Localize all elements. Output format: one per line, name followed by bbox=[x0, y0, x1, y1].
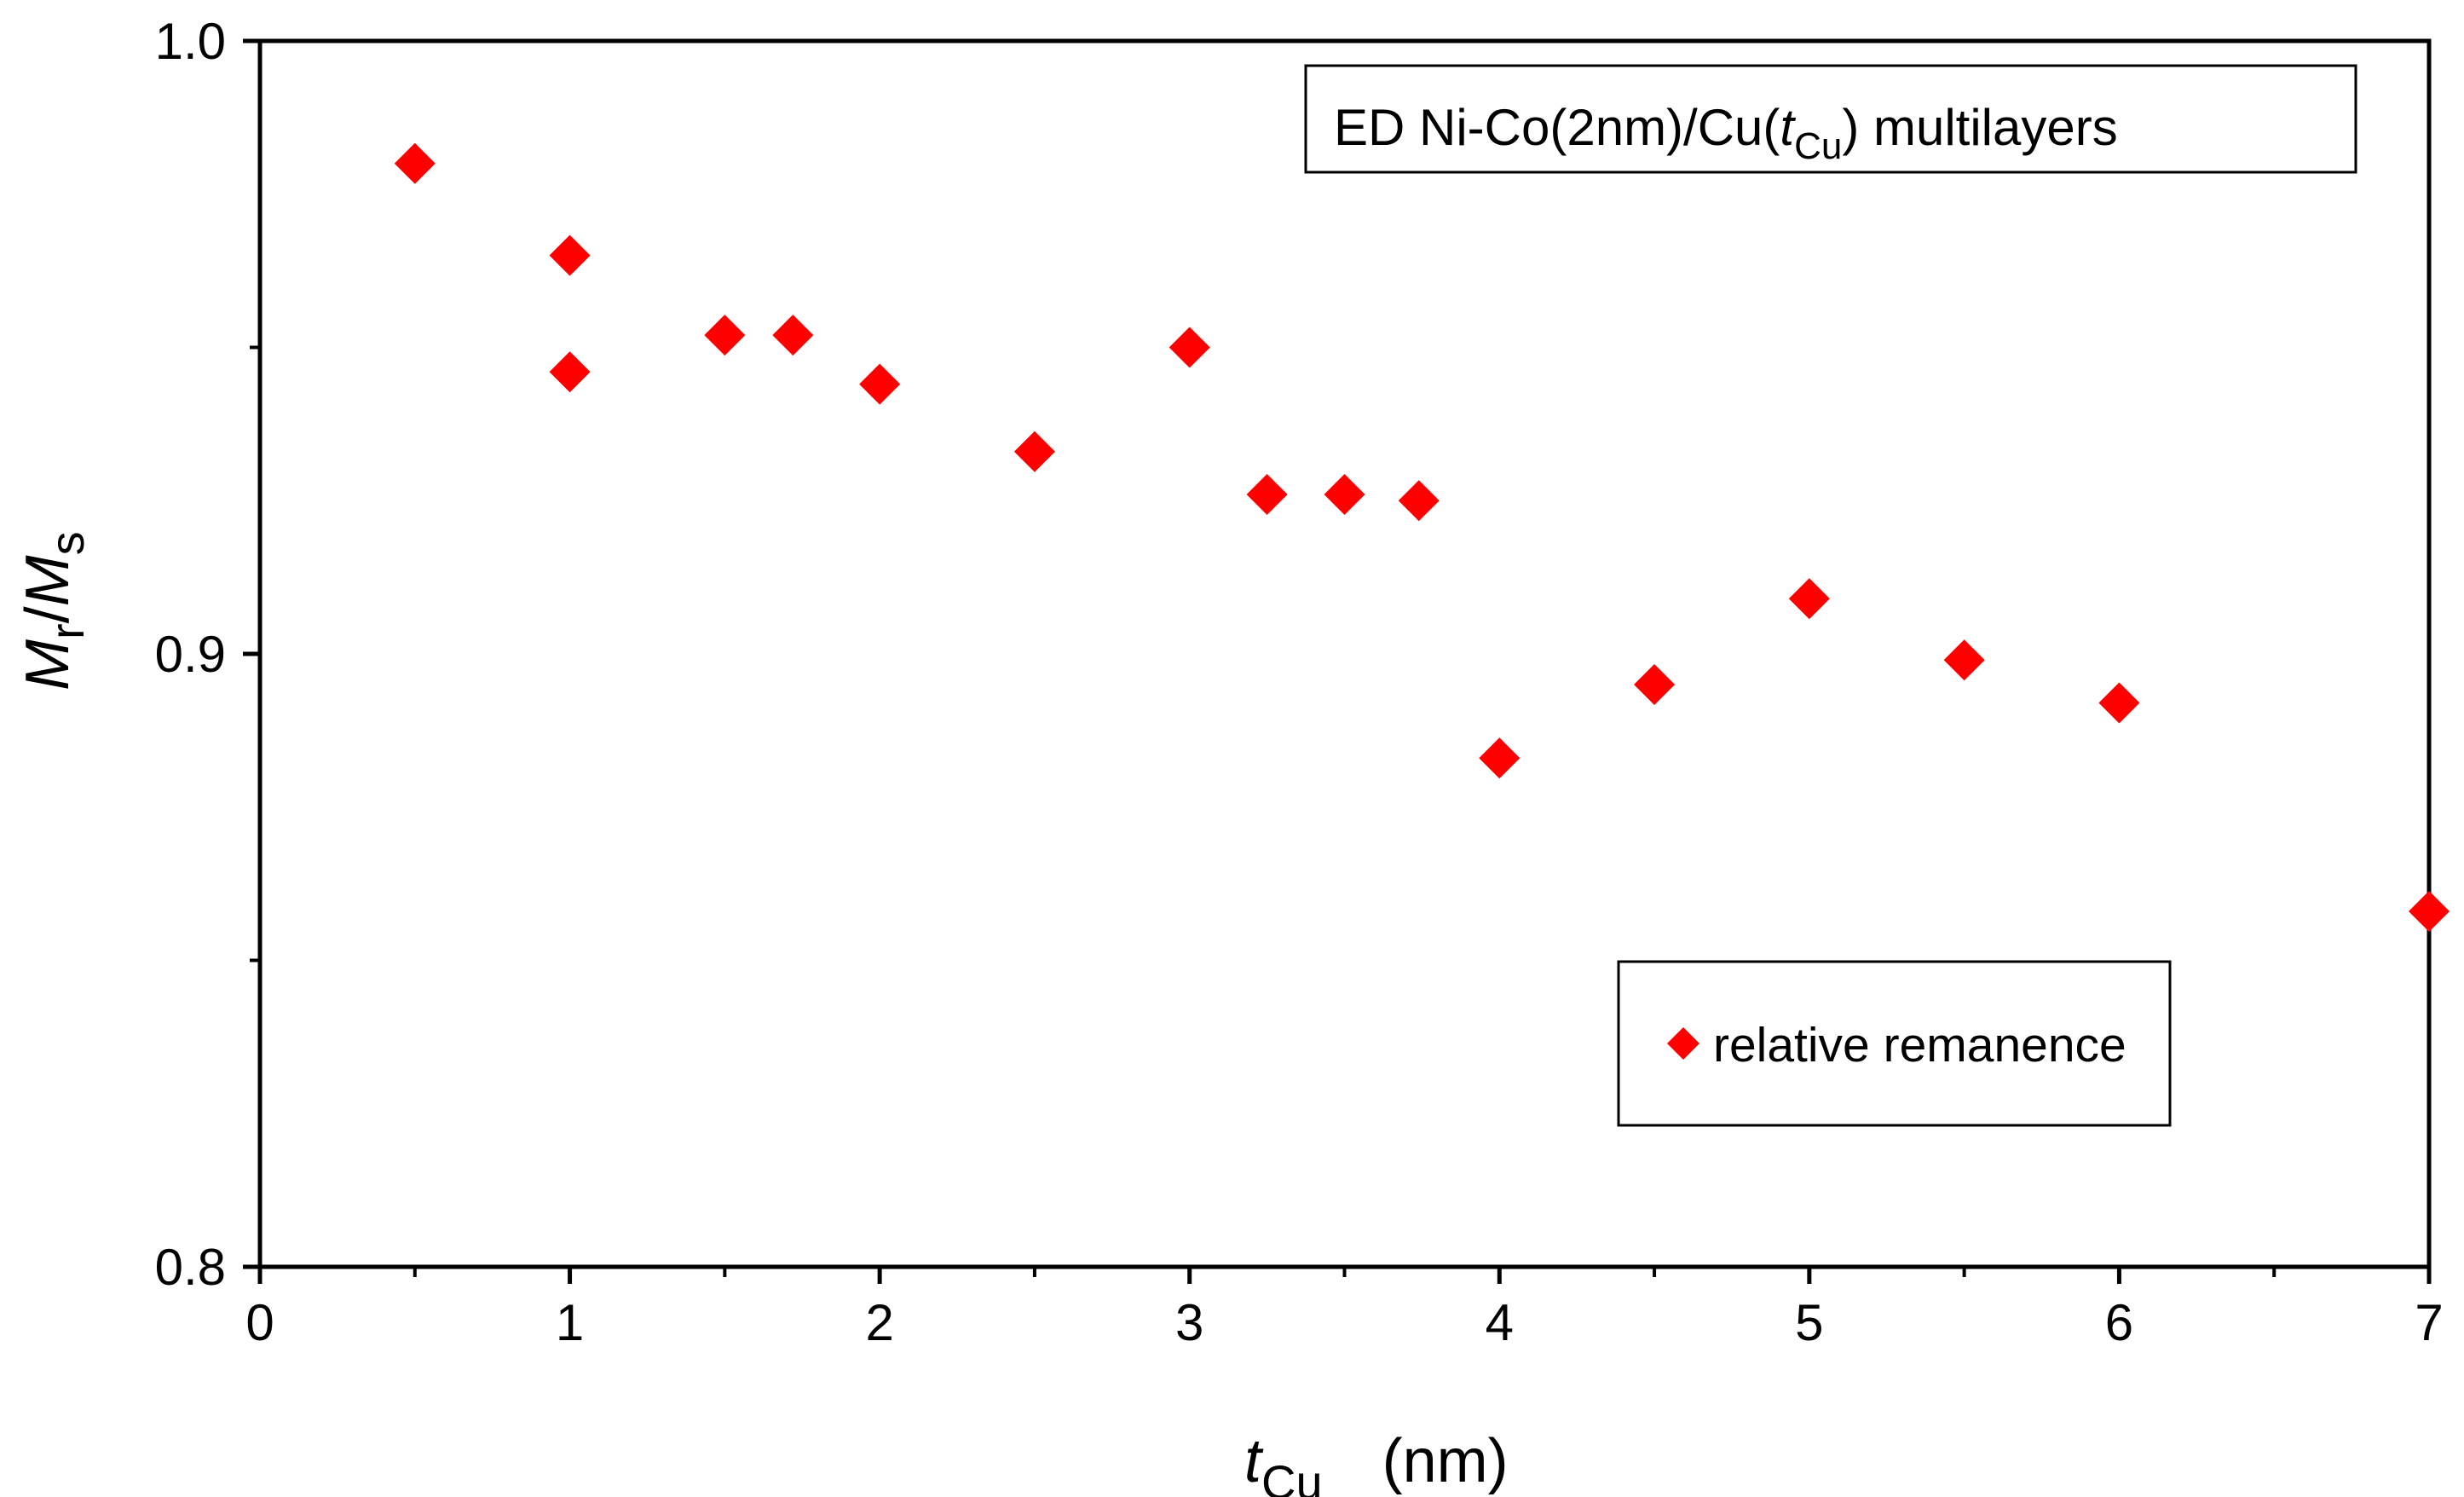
y-tick-label: 1.0 bbox=[155, 13, 226, 70]
axis-ticks bbox=[243, 38, 2432, 1284]
chart-title: ED Ni-Co(2nm)/Cu(tCu) multilayers bbox=[1334, 99, 2118, 167]
x-axis-variable: t bbox=[1244, 1427, 1264, 1495]
data-point bbox=[2409, 890, 2450, 932]
data-point bbox=[1788, 578, 1830, 620]
data-point bbox=[1013, 431, 1055, 472]
title-variable: t bbox=[1780, 99, 1796, 156]
x-tick-label: 3 bbox=[1175, 1294, 1203, 1351]
y-axis-sub1: r bbox=[40, 623, 94, 639]
data-point bbox=[549, 234, 591, 276]
data-point bbox=[549, 351, 591, 393]
x-tick-label: 7 bbox=[2415, 1294, 2443, 1351]
legend-marker bbox=[1667, 1027, 1699, 1060]
x-axis-subscript: Cu bbox=[1261, 1455, 1323, 1497]
data-point bbox=[772, 315, 814, 356]
x-tick-label: 0 bbox=[245, 1294, 274, 1351]
data-points bbox=[394, 142, 2450, 932]
title-suffix: ) multilayers bbox=[1842, 99, 2117, 156]
y-axis-m1: M bbox=[14, 639, 82, 691]
title-box bbox=[1304, 64, 2357, 174]
x-tick-label: 1 bbox=[556, 1294, 584, 1351]
x-axis-unit: (nm) bbox=[1382, 1427, 1509, 1495]
y-axis-title: Mr/Ms bbox=[14, 531, 94, 691]
data-point bbox=[1324, 474, 1365, 516]
x-axis-title: tCu (nm) bbox=[1244, 1427, 1509, 1497]
data-point bbox=[1246, 474, 1288, 516]
y-axis-slash: / bbox=[14, 606, 82, 623]
data-point bbox=[1479, 737, 1521, 779]
x-tick-label: 4 bbox=[1486, 1294, 1514, 1351]
y-axis-sub2: s bbox=[40, 531, 94, 555]
y-tick-label: 0.9 bbox=[155, 626, 226, 683]
title-prefix: ED Ni-Co(2nm)/Cu( bbox=[1334, 99, 1780, 156]
data-point bbox=[2098, 682, 2140, 724]
x-tick-label: 5 bbox=[1795, 1294, 1823, 1351]
data-point bbox=[704, 315, 746, 356]
data-point bbox=[1634, 663, 1676, 705]
data-point bbox=[859, 363, 901, 405]
data-point bbox=[1169, 327, 1210, 368]
y-axis-m2: M bbox=[14, 555, 82, 606]
y-tick-label: 0.8 bbox=[155, 1239, 226, 1296]
legend-label: relative remanence bbox=[1713, 1018, 2126, 1072]
data-point bbox=[1398, 480, 1440, 522]
legend-box bbox=[1617, 960, 2172, 1127]
title-subscript: Cu bbox=[1794, 125, 1842, 167]
data-point bbox=[1943, 639, 1985, 681]
axis-tick-labels: 0 1 2 3 4 5 6 7 0.8 0.9 1.0 bbox=[155, 13, 2444, 1351]
x-tick-label: 2 bbox=[865, 1294, 893, 1351]
data-point bbox=[394, 142, 436, 184]
x-tick-label: 6 bbox=[2105, 1294, 2133, 1351]
